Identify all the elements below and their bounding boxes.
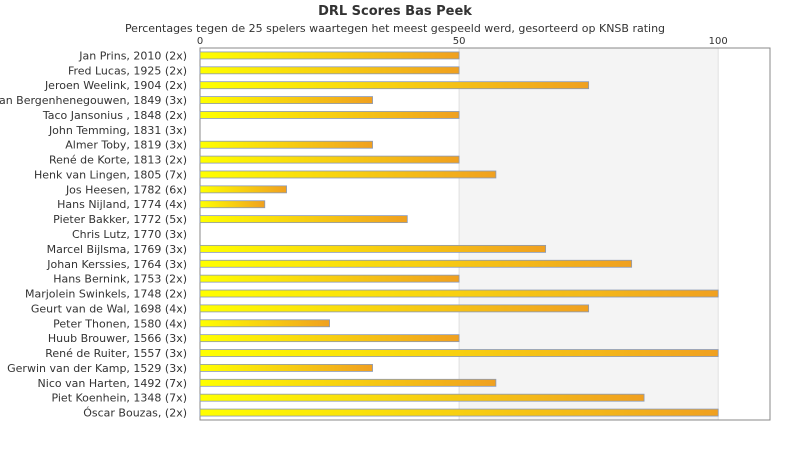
plot-area-border [199, 47, 771, 421]
bar [199, 200, 266, 209]
category-label: Taco Jansonius , 1848 (2x) [42, 109, 187, 122]
bar [199, 364, 373, 372]
category-label: Jan van Bergenhenegouwen, 1849 (3x) [0, 94, 187, 107]
category-label: Marjolein Swinkels, 1748 (2x) [25, 288, 187, 301]
category-label: Jan Prins, 2010 (2x) [78, 49, 187, 62]
category-label: Pieter Bakker, 1772 (5x) [53, 213, 187, 226]
category-label: René de Ruiter, 1557 (3x) [45, 347, 187, 360]
category-label: Fred Lucas, 1925 (2x) [68, 64, 187, 77]
category-label: Hans Bernink, 1753 (2x) [53, 273, 187, 286]
bar [199, 274, 460, 283]
bar [199, 334, 460, 343]
bar [199, 378, 497, 387]
grid-band [459, 48, 719, 420]
category-label: Geurt van de Wal, 1698 (4x) [31, 302, 187, 315]
bar [199, 244, 547, 253]
category-label: Nico van Harten, 1492 (7x) [38, 377, 187, 390]
x-tick-label: 0 [197, 36, 203, 47]
bar [199, 259, 633, 268]
bar [199, 81, 590, 90]
bar [199, 140, 373, 149]
category-label: John Temming, 1831 (3x) [48, 124, 187, 137]
category-label: Hans Nijland, 1774 (4x) [57, 198, 187, 211]
category-label: Johan Kerssies, 1764 (3x) [46, 258, 187, 271]
category-label: Óscar Bouzas, (2x) [83, 407, 187, 420]
bar [199, 96, 373, 104]
bar [199, 51, 460, 60]
bar [199, 289, 719, 298]
bar [199, 304, 590, 313]
bar [199, 215, 408, 224]
category-label: Marcel Bijlsma, 1769 (3x) [47, 243, 187, 256]
chart-subtitle: Percentages tegen de 25 spelers waartege… [124, 22, 666, 35]
category-label: Peter Thonen, 1580 (4x) [53, 317, 187, 330]
chart-title: DRL Scores Bas Peek [318, 4, 472, 19]
bar [199, 111, 460, 119]
x-tick-label: 100 [709, 36, 728, 47]
x-tick-label: 50 [453, 36, 466, 47]
category-label: Almer Toby, 1819 (3x) [65, 139, 187, 152]
category-label: Huub Brouwer, 1566 (3x) [48, 332, 187, 345]
bar [199, 349, 719, 357]
category-label: Gerwin van der Kamp, 1529 (3x) [7, 362, 187, 375]
category-label: Jos Heesen, 1782 (6x) [65, 183, 187, 196]
category-label: Henk van Lingen, 1805 (7x) [34, 168, 187, 181]
bar [199, 185, 287, 194]
category-label: Piet Koenhein, 1348 (7x) [51, 392, 187, 405]
bar [199, 170, 497, 179]
category-label: Chris Lutz, 1770 (3x) [72, 228, 187, 241]
bar [199, 319, 330, 328]
bar [199, 66, 460, 75]
bar [199, 155, 460, 164]
category-label: Jeroen Weelink, 1904 (2x) [44, 79, 187, 92]
bar [199, 393, 645, 402]
bar [199, 408, 719, 417]
category-label: René de Korte, 1813 (2x) [49, 154, 187, 167]
